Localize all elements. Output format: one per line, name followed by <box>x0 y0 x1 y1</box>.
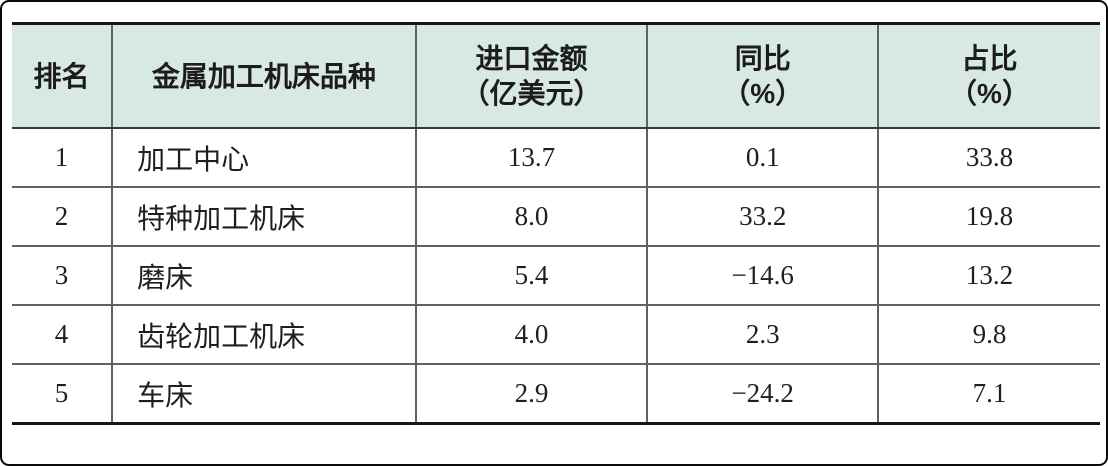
column-title: 占比 <box>961 43 1018 74</box>
cell-rank: 3 <box>12 245 114 305</box>
table-row: 4 齿轮加工机床 4.0 2.3 9.8 <box>12 304 1100 364</box>
cell-share: 33.8 <box>877 128 1100 187</box>
column-header-yoy: 同比 （%） <box>646 23 880 129</box>
cell-category: 齿轮加工机床 <box>111 304 417 364</box>
cell-yoy: −14.6 <box>646 245 880 305</box>
cell-import-value: 5.4 <box>414 245 649 305</box>
column-title: 排名 <box>33 60 90 92</box>
cell-yoy: 33.2 <box>646 186 880 246</box>
cell-category: 车床 <box>111 363 417 424</box>
cell-rank: 2 <box>12 186 114 246</box>
column-title: 金属加工机床品种 <box>151 60 376 92</box>
cell-share: 9.8 <box>877 304 1100 364</box>
machine-tool-import-table: 排名 金属加工机床品种 进口金额 （亿美元） 同比 （%） 占比 （%） <box>12 22 1100 425</box>
cell-share: 13.2 <box>877 245 1100 305</box>
cell-import-value: 13.7 <box>414 128 649 187</box>
table-row: 3 磨床 5.4 −14.6 13.2 <box>12 245 1100 305</box>
column-title: 同比 <box>734 43 791 74</box>
column-header-import-value: 进口金额 （亿美元） <box>414 23 649 129</box>
cell-yoy: 2.3 <box>646 304 880 364</box>
table-row: 5 车床 2.9 −24.2 7.1 <box>12 363 1100 424</box>
cell-import-value: 2.9 <box>414 363 649 424</box>
table-body: 1 加工中心 13.7 0.1 33.8 2 特种加工机床 8.0 33.2 1… <box>12 128 1100 424</box>
cell-rank: 1 <box>12 128 114 187</box>
cell-import-value: 8.0 <box>414 186 649 246</box>
cell-category: 磨床 <box>111 245 417 305</box>
cell-share: 7.1 <box>877 363 1100 424</box>
table-header: 排名 金属加工机床品种 进口金额 （亿美元） 同比 （%） 占比 （%） <box>12 23 1100 129</box>
cell-share: 19.8 <box>877 186 1100 246</box>
cell-yoy: 0.1 <box>646 128 880 187</box>
cell-import-value: 4.0 <box>414 304 649 364</box>
column-header-category: 金属加工机床品种 <box>111 23 417 129</box>
table-row: 2 特种加工机床 8.0 33.2 19.8 <box>12 186 1100 246</box>
column-unit: （亿美元） <box>461 78 602 109</box>
column-title: 进口金额 <box>475 43 588 74</box>
table-row: 1 加工中心 13.7 0.1 33.8 <box>12 128 1100 187</box>
header-row: 排名 金属加工机床品种 进口金额 （亿美元） 同比 （%） 占比 （%） <box>12 23 1100 129</box>
cell-category: 特种加工机床 <box>111 186 417 246</box>
column-header-share: 占比 （%） <box>877 23 1100 129</box>
column-unit: （%） <box>722 78 804 109</box>
column-header-rank: 排名 <box>12 23 114 129</box>
column-unit: （%） <box>949 78 1030 109</box>
cell-category: 加工中心 <box>111 128 417 187</box>
cell-rank: 4 <box>12 304 114 364</box>
cell-yoy: −24.2 <box>646 363 880 424</box>
cell-rank: 5 <box>12 363 114 424</box>
